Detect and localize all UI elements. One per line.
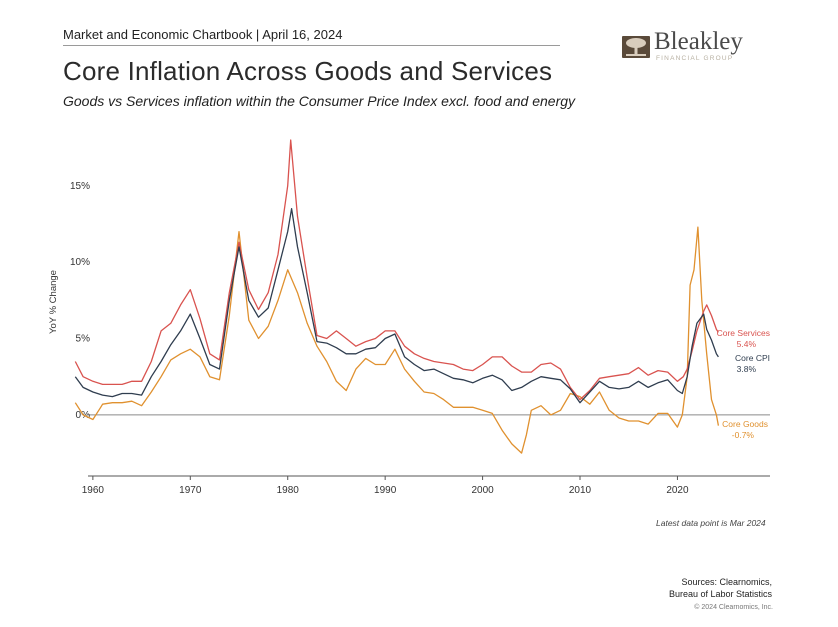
logo-name: Bleakley: [654, 28, 743, 55]
chart-series: [74, 139, 720, 454]
x-tick-label: 1990: [374, 485, 397, 496]
value-label-core-cpi: 3.8%: [737, 364, 757, 374]
y-tick-label: 15%: [70, 181, 90, 192]
series-line-core-goods: [74, 226, 720, 454]
latest-data-note: Latest data point is Mar 2024: [656, 518, 766, 528]
sources-line-2: Bureau of Labor Statistics: [668, 589, 772, 599]
chart-axes: 1960 1970 1980 1990 2000 2010 20200%5%10%15%Yo…: [48, 181, 770, 496]
x-tick-label: 2020: [666, 485, 689, 496]
tree-logo-icon: [622, 36, 650, 58]
y-tick-label: 10%: [70, 257, 90, 268]
legend-label-core-goods: Core Goods: [722, 419, 768, 429]
x-tick-label: 1960: [82, 485, 105, 496]
y-axis-title: YoY % Change: [48, 270, 59, 334]
sources: Sources: Clearnomics, Bureau of Labor St…: [669, 576, 772, 600]
x-tick-label: 2000: [471, 485, 494, 496]
value-label-core-goods: -0.7%: [732, 430, 755, 440]
y-tick-label: 5%: [76, 334, 91, 345]
copyright: © 2024 Clearnomics, Inc.: [694, 604, 773, 611]
sources-line-1: Sources: Clearnomics,: [681, 577, 772, 587]
x-tick-label: 2010: [569, 485, 592, 496]
header-divider: [63, 45, 560, 46]
logo-tagline: FINANCIAL GROUP: [656, 55, 734, 62]
series-line-core-cpi: [74, 208, 719, 404]
company-logo: Bleakley FINANCIAL GROUP: [622, 28, 762, 62]
legend-label-core-services: Core Services: [717, 328, 770, 338]
value-label-core-services: 5.4%: [737, 339, 757, 349]
page-title: Core Inflation Across Goods and Services: [63, 56, 553, 86]
series-line-core-services: [74, 139, 719, 401]
x-tick-label: 1980: [277, 485, 300, 496]
chartbook-header: Market and Economic Chartbook | April 16…: [63, 27, 343, 42]
x-tick-label: 1970: [179, 485, 202, 496]
page-subtitle: Goods vs Services inflation within the C…: [63, 93, 576, 109]
legend-label-core-cpi: Core CPI: [735, 353, 770, 363]
